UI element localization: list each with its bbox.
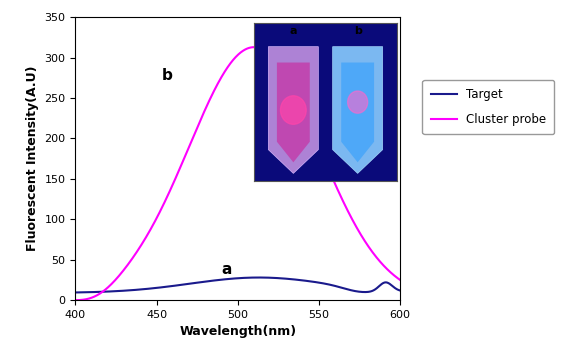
Y-axis label: Fluorescent Intensity(A.U): Fluorescent Intensity(A.U) [26,66,39,252]
Target [203,279,210,284]
X-axis label: Wavelength(nm): Wavelength(nm) [179,325,296,338]
Text: a: a [222,262,232,277]
Target [255,275,262,279]
Cluster probe [325,168,332,172]
Legend: Target, Cluster probe: Target, Cluster probe [422,80,554,134]
Cluster probe [251,45,258,49]
Target [331,284,338,288]
Cluster probe [105,285,112,289]
Cluster probe [203,104,210,108]
Target [72,290,79,295]
Target [397,288,404,293]
Line: Target: Target [75,277,400,293]
Target [105,289,112,294]
Cluster probe [72,298,79,302]
Target [325,283,332,287]
Text: b: b [161,68,172,83]
Cluster probe [215,80,222,85]
Target [295,278,302,282]
Line: Cluster probe: Cluster probe [75,47,400,300]
Cluster probe [397,278,404,282]
Cluster probe [331,181,338,186]
Target [215,278,222,282]
Cluster probe [295,98,302,102]
